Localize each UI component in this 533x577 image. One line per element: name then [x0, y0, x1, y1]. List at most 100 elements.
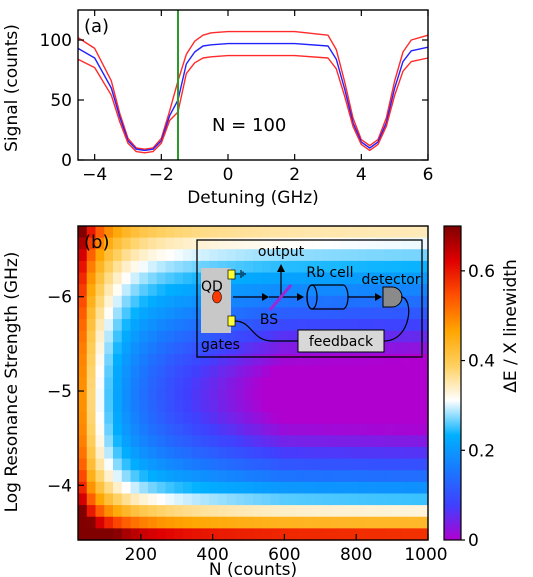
heatmap-cell	[218, 493, 228, 506]
heatmap-cell	[419, 505, 429, 518]
heatmap-cell	[366, 458, 377, 471]
colorbar-tick-label: 0	[468, 531, 479, 551]
heatmap-cell	[393, 342, 403, 355]
heatmap-cell	[366, 295, 377, 309]
heatmap-cell	[95, 388, 105, 402]
heatmap-cell	[261, 400, 272, 413]
heatmap-cell	[130, 353, 140, 367]
heatmap-cell	[104, 470, 114, 483]
heatmap-cell	[139, 353, 149, 367]
heatmap-cell	[218, 435, 228, 448]
heatmap-cell	[121, 412, 132, 425]
inset-output-label: output	[258, 244, 305, 260]
colorbar-tick-label: 0.4	[468, 352, 495, 372]
heatmap-cell	[366, 388, 377, 402]
heatmap-cell	[165, 516, 175, 529]
heatmap-cell	[148, 330, 158, 343]
heatmap-cell	[253, 493, 263, 506]
heatmap-cell	[261, 423, 272, 436]
heatmap-cell	[244, 272, 254, 285]
heatmap-cell	[78, 423, 88, 436]
heatmap-cell	[375, 272, 385, 285]
heatmap-cell	[270, 377, 280, 390]
heatmap-cell	[384, 400, 394, 413]
heatmap-cell	[226, 284, 237, 297]
heatmap-cell	[200, 516, 210, 529]
heatmap-cell	[358, 388, 368, 402]
heatmap-cell	[183, 505, 193, 518]
heatmap-cell	[261, 330, 272, 343]
heatmap-cell	[419, 249, 429, 262]
heatmap-cell	[296, 400, 307, 413]
heatmap-cell	[113, 260, 123, 274]
heatmap-cell	[384, 493, 394, 506]
heatmap-cell	[410, 493, 420, 506]
heatmap-cell	[375, 435, 385, 448]
heatmap-cell	[200, 249, 210, 262]
heatmap-cell	[95, 365, 105, 378]
heatmap-cell	[191, 412, 202, 425]
heatmap-cell	[139, 249, 149, 262]
heatmap-cell	[401, 493, 412, 506]
heatmap-cell	[410, 330, 420, 343]
heatmap-cell	[148, 388, 158, 402]
heatmap-cell	[279, 400, 289, 413]
heatmap-cell	[305, 249, 315, 262]
heatmap-cell	[86, 365, 97, 378]
heatmap-cell	[331, 272, 342, 285]
heatmap-cell	[191, 470, 202, 483]
heatmap-cell	[226, 423, 237, 436]
heatmap-cell	[410, 470, 420, 483]
heatmap-cell	[244, 400, 254, 413]
heatmap-cell	[200, 353, 210, 367]
heatmap-cell	[226, 470, 237, 483]
heatmap-cell	[78, 249, 88, 262]
heatmap-cell	[419, 342, 429, 355]
heatmap-cell	[323, 481, 333, 495]
heatmap-cell	[183, 295, 193, 309]
heatmap-cell	[305, 284, 315, 297]
heatmap-cell	[331, 226, 342, 239]
heatmap-cell	[139, 377, 149, 390]
heatmap-cell	[209, 237, 219, 250]
heatmap-cell	[279, 272, 289, 285]
heatmap-cell	[314, 505, 324, 518]
heatmap-cell	[331, 319, 342, 332]
heatmap-cell	[331, 446, 342, 460]
heatmap-cell	[261, 493, 272, 506]
heatmap-cell	[375, 353, 385, 367]
heatmap-cell	[78, 237, 88, 250]
heatmap-cell	[183, 470, 193, 483]
heatmap-cell	[113, 249, 123, 262]
heatmap-cell	[375, 295, 385, 309]
heatmap-cell	[305, 505, 315, 518]
heatmap-cell	[183, 458, 193, 471]
heatmap-cell	[130, 435, 140, 448]
heatmap-cell	[349, 260, 359, 274]
heatmap-cell	[296, 260, 307, 274]
heatmap-cell	[349, 516, 359, 529]
heatmap-cell	[226, 330, 237, 343]
inset-gates-label: gates	[201, 337, 240, 353]
heatmap-cell	[401, 249, 412, 262]
heatmap-cell	[139, 400, 149, 413]
heatmap-cell	[270, 319, 280, 332]
heatmap-cell	[191, 365, 202, 378]
heatmap-cell	[261, 388, 272, 402]
heatmap-cell	[174, 481, 184, 495]
heatmap-cell	[296, 516, 307, 529]
heatmap-cell	[104, 319, 114, 332]
heatmap-cell	[323, 284, 333, 297]
upper-contact-pad	[227, 269, 236, 280]
heatmap-cell	[121, 481, 132, 495]
heatmap-cell	[113, 307, 123, 320]
heatmap-cell	[375, 493, 385, 506]
heatmap-cell	[323, 377, 333, 390]
heatmap-cell	[384, 446, 394, 460]
heatmap-cell	[121, 493, 132, 506]
heatmap-cell	[104, 377, 114, 390]
heatmap-cell	[174, 353, 184, 367]
heatmap-cell	[165, 284, 175, 297]
heatmap-cell	[296, 412, 307, 425]
heatmap-cell	[323, 260, 333, 274]
